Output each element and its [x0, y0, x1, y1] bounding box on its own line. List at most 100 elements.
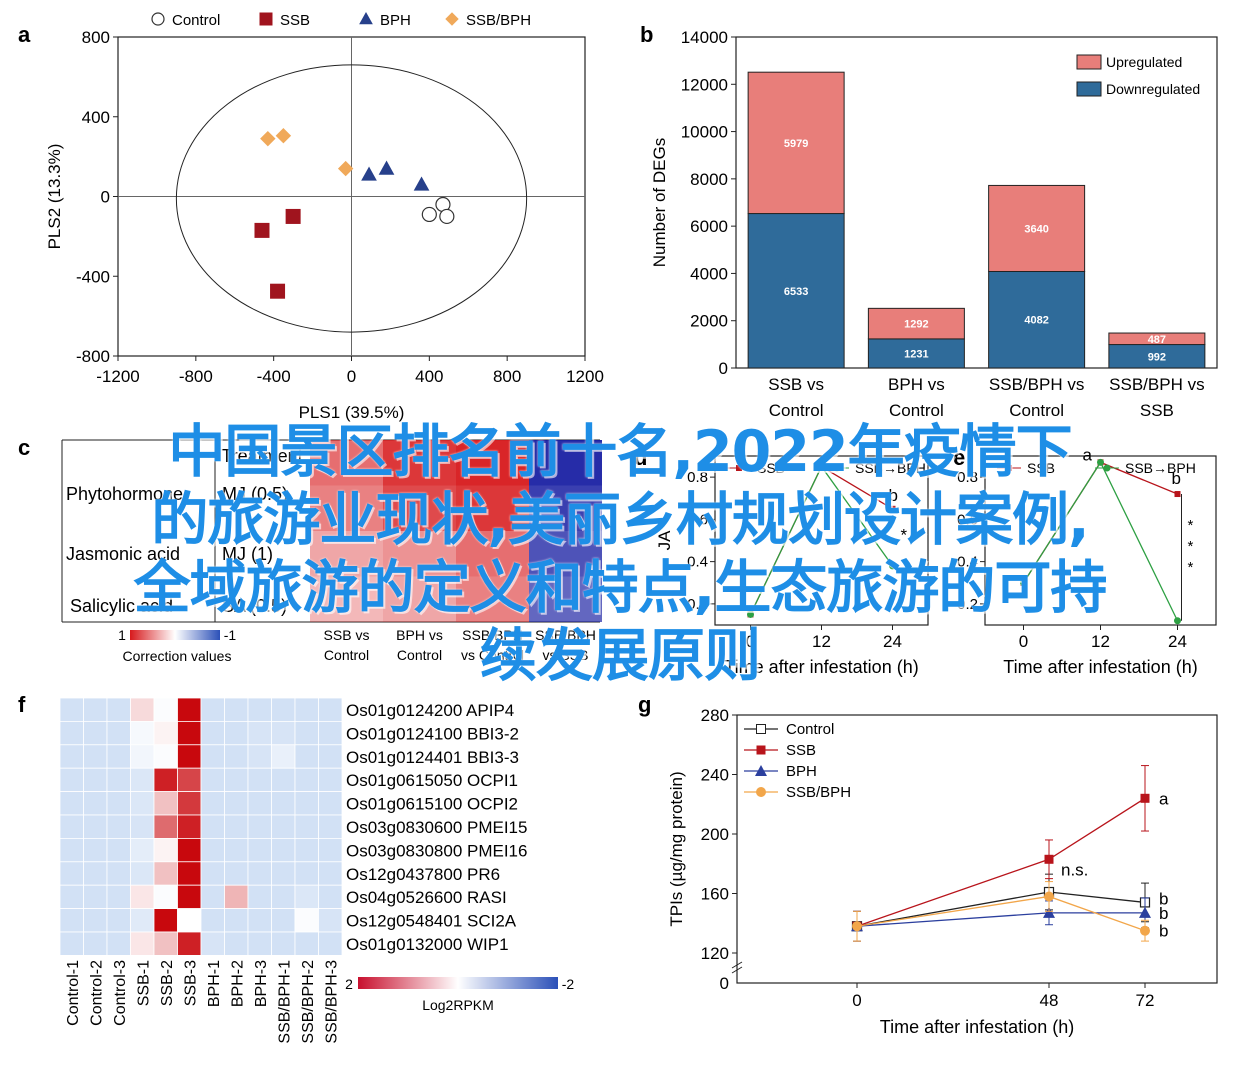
- y-tick-label-g: 0: [720, 974, 729, 993]
- heatmap-cell-c: [310, 440, 383, 486]
- y-axis-title-a: PLS2 (13.3%): [45, 144, 64, 250]
- overlay-headline: 中国景区排名前十名,2022年疫情下 的旅游业现状,美丽乡村规划设计案例, 全域…: [0, 418, 1240, 690]
- legend-marker-d: [833, 464, 841, 472]
- bar-downregulated: [867, 338, 965, 369]
- heatmap-cell-f: [271, 791, 296, 816]
- row-value: SA (0.5): [222, 596, 287, 616]
- legend-label-d: SSB→BPH: [855, 460, 926, 476]
- x-tick-label-b: Control: [769, 401, 824, 420]
- y-tick-label-b: 10000: [681, 123, 728, 142]
- data-point-e: [1097, 458, 1104, 466]
- overlay-line-3: 全域旅游的定义和特点,生态旅游的可持: [133, 555, 1108, 621]
- heatmap-cell-f: [83, 908, 108, 933]
- y-tick-label-b: 8000: [690, 170, 728, 189]
- legend-label-e: SSB→BPH: [1125, 460, 1196, 476]
- heatmap-cell-c: [529, 531, 602, 577]
- heatmap-cell-f: [271, 767, 296, 793]
- annotation-e: *: [1188, 517, 1194, 534]
- y-axis-title-g: TPIs (µg/mg protein): [667, 771, 686, 926]
- axis-break-mark: [731, 966, 743, 974]
- annotation-g: n.s.: [1061, 861, 1088, 880]
- overlay-line-2: 的旅游业现状,美丽乡村规划设计案例,: [151, 487, 1089, 553]
- axis-break-mark: [731, 961, 743, 969]
- sample-label: SSB/BPH-1: [276, 960, 293, 1044]
- heatmap-cell-f: [247, 908, 272, 933]
- data-point-ssb-bph: [260, 130, 276, 147]
- heatmap-cell-f: [247, 721, 272, 746]
- gene-label: Os03g0830800 PMEI16: [346, 841, 527, 860]
- bar-upregulated: [747, 71, 845, 215]
- data-point-bph: [378, 160, 395, 175]
- heatmap-cell-f: [318, 838, 343, 863]
- sample-label: BPH-3: [253, 960, 270, 1007]
- heatmap-cell-f: [224, 838, 249, 863]
- heatmap-cell-f: [106, 791, 131, 816]
- data-point-g: [1044, 854, 1054, 864]
- x-tick-label-e: 24: [1168, 632, 1187, 651]
- x-tick-label-b: SSB: [1140, 401, 1174, 420]
- heatmap-cell-f: [200, 767, 225, 793]
- overlay-line-4: 续发展原则: [480, 623, 761, 689]
- y-tick-label-b: 12000: [681, 75, 728, 94]
- legend-marker-g: [756, 745, 766, 755]
- gene-label: Os04g0526600 RASI: [346, 888, 507, 907]
- data-point-ssb-bph: [337, 160, 354, 177]
- x-tick-label-b: BPH vs: [888, 375, 945, 394]
- heatmap-cell-f: [200, 791, 225, 816]
- heatmap-cell-f: [294, 721, 319, 746]
- heatmap-cell-f: [224, 767, 249, 793]
- heatmap-cell-f: [294, 931, 319, 956]
- sample-label: BPH-1: [206, 960, 223, 1007]
- y-tick-label-d: 0.6: [687, 511, 708, 528]
- panel-label-e: e: [953, 445, 965, 470]
- sample-label: Control-1: [65, 960, 82, 1026]
- heatmap-cell-c: [456, 485, 529, 531]
- panel-label-f: f: [18, 692, 26, 717]
- annotation-g: b: [1159, 904, 1168, 923]
- data-point-d: [818, 463, 825, 471]
- gene-label: Os01g0124401 BBI3-3: [346, 748, 519, 767]
- x-tick-label-d: 24: [883, 632, 902, 651]
- bar-value-label: 487: [1148, 334, 1166, 346]
- heatmap-cell-f: [224, 861, 249, 886]
- heatmap-cell-f: [200, 884, 225, 910]
- heatmap-cell-c: [383, 576, 456, 622]
- data-point-ssb: [254, 222, 270, 238]
- column-label-c: vs Control: [461, 647, 524, 663]
- heatmap-cell-f: [106, 721, 131, 746]
- data-point-d: [747, 610, 754, 618]
- x-tick-label-e: 0: [1019, 632, 1028, 651]
- legend-marker-a: [445, 12, 459, 26]
- data-point-bph: [413, 176, 430, 191]
- heatmap-cell-f: [83, 838, 108, 863]
- heatmap-cell-f: [294, 884, 319, 910]
- heatmap-cell-c: [383, 531, 456, 577]
- legend-swatch-up: [1076, 54, 1102, 70]
- heatmap-cell-f: [177, 931, 202, 956]
- heatmap-cell-f: [247, 791, 272, 816]
- y-axis-title-b: Number of DEGs: [650, 138, 669, 267]
- heatmap-cell-f: [318, 861, 343, 886]
- x-tick-label-a: -1200: [96, 367, 139, 386]
- heatmap-cell-f: [294, 791, 319, 816]
- heatmap-cell-f: [294, 908, 319, 933]
- heatmap-cell-f: [83, 697, 108, 722]
- heatmap-cell-f: [271, 814, 296, 839]
- heatmap-cell-f: [318, 791, 343, 816]
- y-tick-label-b: 6000: [690, 217, 728, 236]
- panel-label-g: g: [638, 692, 651, 717]
- column-label-c: vs SSB: [543, 647, 589, 663]
- heatmap-cell-f: [59, 791, 84, 816]
- heatmap-cell-f: [177, 697, 202, 722]
- heatmap-cell-f: [153, 791, 178, 816]
- legend-marker-a: [151, 12, 165, 26]
- legend-label-b: Downregulated: [1106, 81, 1200, 97]
- panel-label-b: b: [640, 22, 653, 47]
- y-tick-label-e: 0.2: [957, 596, 978, 613]
- heatmap-cell-f: [83, 931, 108, 956]
- colorbar-min-f: 2: [345, 976, 353, 992]
- heatmap-cell-f: [271, 721, 296, 746]
- bar-upregulated: [1108, 332, 1206, 346]
- heatmap-cell-f: [177, 838, 202, 863]
- heatmap-cell-f: [83, 721, 108, 746]
